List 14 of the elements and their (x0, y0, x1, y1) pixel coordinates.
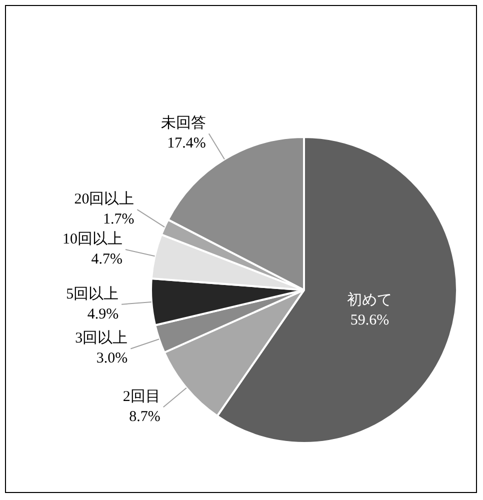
data-label: 17.4% (167, 136, 206, 152)
data-label: 4.9% (87, 306, 119, 322)
data-label: 59.6% (350, 312, 390, 328)
data-label: 1.7% (102, 211, 134, 228)
slice-label: 5回以上 (66, 285, 119, 302)
slice-label: 2回目 (122, 389, 160, 406)
data-label: 4.7% (91, 251, 123, 268)
data-label: 3.0% (96, 350, 128, 367)
slice-label: 未回答 (160, 114, 206, 132)
data-label: 8.7% (129, 409, 160, 426)
slice-label: 10回以上 (62, 230, 123, 248)
slice-label: 3回以上 (75, 330, 128, 347)
slice-label: 20回以上 (74, 190, 134, 208)
slice-label: 初めて (347, 291, 392, 308)
